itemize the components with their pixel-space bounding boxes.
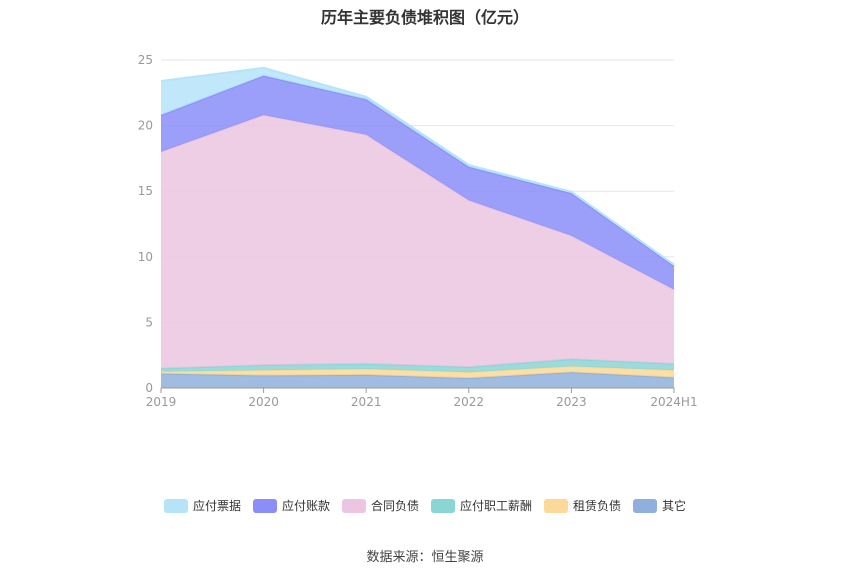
legend: 应付票据 应付账款 合同负债 应付职工薪酬 租赁负债 其它: [0, 497, 850, 514]
legend-label: 合同负债: [370, 499, 419, 513]
y-tick-label: 15: [138, 184, 153, 198]
legend-swatch: [544, 498, 569, 513]
y-tick-label: 0: [145, 381, 153, 395]
legend-swatch: [163, 498, 188, 513]
legend-label: 其它: [662, 499, 687, 513]
legend-item-应付账款[interactable]: 应付账款: [252, 497, 330, 514]
area-series-租赁负债[interactable]: [161, 366, 674, 379]
x-tick-label: 2024H1: [650, 395, 697, 409]
y-tick-label: 10: [138, 250, 153, 264]
legend-swatch: [633, 498, 658, 513]
x-tick-label: 2023: [556, 395, 587, 409]
y-tick-label: 20: [138, 119, 153, 133]
data-source: 数据来源：恒生聚源: [366, 550, 484, 565]
y-tick-label: 5: [145, 315, 153, 329]
legend-item-应付票据[interactable]: 应付票据: [163, 497, 241, 514]
legend-item-租赁负债[interactable]: 租赁负债: [544, 497, 621, 514]
x-tick-label: 2022: [454, 395, 485, 409]
legend-label: 应付票据: [192, 499, 241, 513]
x-tick-label: 2021: [351, 395, 382, 409]
legend-swatch: [252, 498, 277, 513]
legend-item-合同负债[interactable]: 合同负债: [341, 497, 419, 514]
chart-title: 历年主要负债堆积图（亿元）: [320, 8, 529, 27]
line-series-应付票据: [160, 66, 675, 266]
legend-label: 租赁负债: [573, 499, 622, 513]
area-series-合同负债[interactable]: [161, 115, 674, 369]
legend-label: 应付职工薪酬: [460, 499, 533, 513]
axes: 0 5 10 15 20 25 2019 2020 2021 2022 2023 2024H1: [138, 53, 698, 409]
y-tick-label: 25: [138, 53, 153, 67]
stacked-areas: [160, 66, 675, 388]
legend-item-应付职工薪酬[interactable]: 应付职工薪酬: [431, 497, 532, 514]
legend-item-其它[interactable]: 其它: [633, 497, 686, 514]
x-tick-label: 2019: [146, 395, 177, 409]
legend-swatch: [341, 498, 366, 513]
area-series-应付票据[interactable]: [161, 67, 674, 266]
legend-label: 应付账款: [281, 499, 330, 513]
x-tick-label: 2020: [248, 395, 279, 409]
legend-swatch: [431, 498, 455, 513]
area-series-应付账款[interactable]: [161, 75, 674, 290]
